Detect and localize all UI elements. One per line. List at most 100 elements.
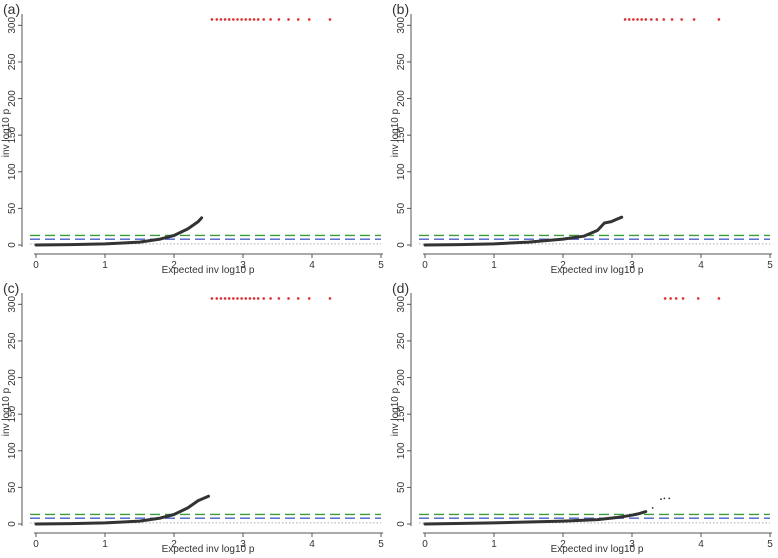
panel-b: (b) inv log10 p Expected inv log10 p 0 50… <box>389 0 778 279</box>
capped-point <box>623 18 627 21</box>
y-axis-label: inv log10 p <box>390 108 401 157</box>
x-tick-label: 0 <box>422 539 428 550</box>
y-tick-label: 100 <box>396 442 407 459</box>
capped-point <box>262 18 266 21</box>
capped-point <box>256 18 260 21</box>
capped-point <box>669 297 672 300</box>
x-tick-label: 0 <box>33 260 39 271</box>
y-tick-label: 300 <box>7 296 18 313</box>
x-tick-label: 2 <box>560 539 566 550</box>
y-tick-label: 250 <box>396 332 407 349</box>
y-tick-label: 200 <box>396 369 407 386</box>
observed-curve <box>423 510 648 526</box>
data-point <box>651 506 654 509</box>
x-tick-label: 4 <box>309 260 315 271</box>
capped-point <box>717 297 721 300</box>
y-tick-label: 300 <box>396 17 407 34</box>
capped-point <box>219 297 223 300</box>
capped-point <box>236 18 239 21</box>
y-tick-label: 100 <box>396 163 407 180</box>
capped-point <box>215 297 219 300</box>
observed-curve <box>423 215 624 247</box>
capped-point <box>632 18 635 21</box>
capped-point <box>662 18 666 21</box>
observed-curve <box>34 216 204 247</box>
x-axis-label: Expected inv log10 p <box>162 544 255 555</box>
data-point <box>668 497 671 500</box>
capped-point <box>232 297 235 300</box>
x-tick-label: 4 <box>698 260 704 271</box>
y-tick-label: 0 <box>396 521 407 527</box>
y-tick-label: 50 <box>396 202 407 214</box>
capped-point <box>287 18 290 21</box>
capped-point <box>215 18 219 21</box>
capped-point <box>210 18 214 21</box>
capped-point <box>210 297 214 300</box>
capped-point <box>644 18 648 21</box>
y-tick-label: 0 <box>396 242 407 248</box>
y-tick-label: 200 <box>396 90 407 107</box>
y-tick-label: 50 <box>396 481 407 493</box>
x-tick-label: 1 <box>102 539 108 550</box>
y-axis-label: inv log10 p <box>1 108 12 157</box>
capped-point <box>328 297 332 300</box>
x-tick-label: 2 <box>560 260 566 271</box>
panel-a-svg: (a) inv log10 p Expected inv log10 p 050… <box>1 1 384 276</box>
y-tick-label: 150 <box>396 126 407 143</box>
x-tick-label: 5 <box>767 539 773 550</box>
x-tick-label: 0 <box>422 260 428 271</box>
x-tick-label: 3 <box>629 539 635 550</box>
y-axis-label: inv log10 p <box>390 387 401 436</box>
capped-point <box>219 18 223 21</box>
capped-point <box>307 297 311 300</box>
y-tick-label: 50 <box>7 202 18 214</box>
capped-point <box>296 18 300 21</box>
capped-point <box>627 18 631 21</box>
x-axis-label: Expected inv log10 p <box>551 544 644 555</box>
capped-point <box>640 18 643 21</box>
capped-point <box>244 18 248 21</box>
capped-point <box>277 18 281 21</box>
x-tick-label: 5 <box>378 260 384 271</box>
y-tick-label: 0 <box>7 521 18 527</box>
capped-point <box>269 18 272 21</box>
x-tick-label: 3 <box>240 260 246 271</box>
panel-c-svg: (c) inv log10 p Expected inv log10 p 050… <box>1 280 384 555</box>
capped-point <box>223 18 227 21</box>
y-axis-label: inv log10 p <box>1 387 12 436</box>
x-tick-label: 2 <box>171 539 177 550</box>
y-tick-label: 300 <box>396 296 407 313</box>
capped-point <box>244 297 248 300</box>
panel-c: (c) inv log10 p Expected inv log10 p 0 50… <box>0 279 389 558</box>
capped-point <box>223 297 227 300</box>
capped-point <box>696 297 700 300</box>
y-tick-label: 0 <box>7 242 18 248</box>
x-tick-label: 1 <box>491 539 497 550</box>
capped-point <box>232 18 235 21</box>
capped-point <box>277 297 281 300</box>
capped-point <box>287 297 290 300</box>
x-tick-label: 1 <box>491 260 497 271</box>
y-tick-label: 150 <box>7 405 18 422</box>
capped-point <box>240 18 243 21</box>
y-tick-label: 200 <box>7 90 18 107</box>
panel-label: (d) <box>392 280 409 296</box>
x-tick-label: 0 <box>33 539 39 550</box>
x-tick-label: 1 <box>102 260 108 271</box>
x-axis-label: Expected inv log10 p <box>162 265 255 276</box>
x-tick-label: 5 <box>767 260 773 271</box>
capped-point <box>650 18 653 21</box>
x-tick-label: 4 <box>309 539 315 550</box>
y-tick-label: 250 <box>396 53 407 70</box>
capped-point <box>248 18 252 21</box>
capped-point <box>262 297 266 300</box>
y-tick-label: 150 <box>7 126 18 143</box>
capped-point <box>670 18 674 21</box>
capped-point <box>663 297 667 300</box>
panel-label: (b) <box>392 1 409 17</box>
y-tick-label: 250 <box>7 332 18 349</box>
observed-curve <box>34 494 210 526</box>
x-tick-label: 3 <box>629 260 635 271</box>
capped-point <box>252 297 256 300</box>
